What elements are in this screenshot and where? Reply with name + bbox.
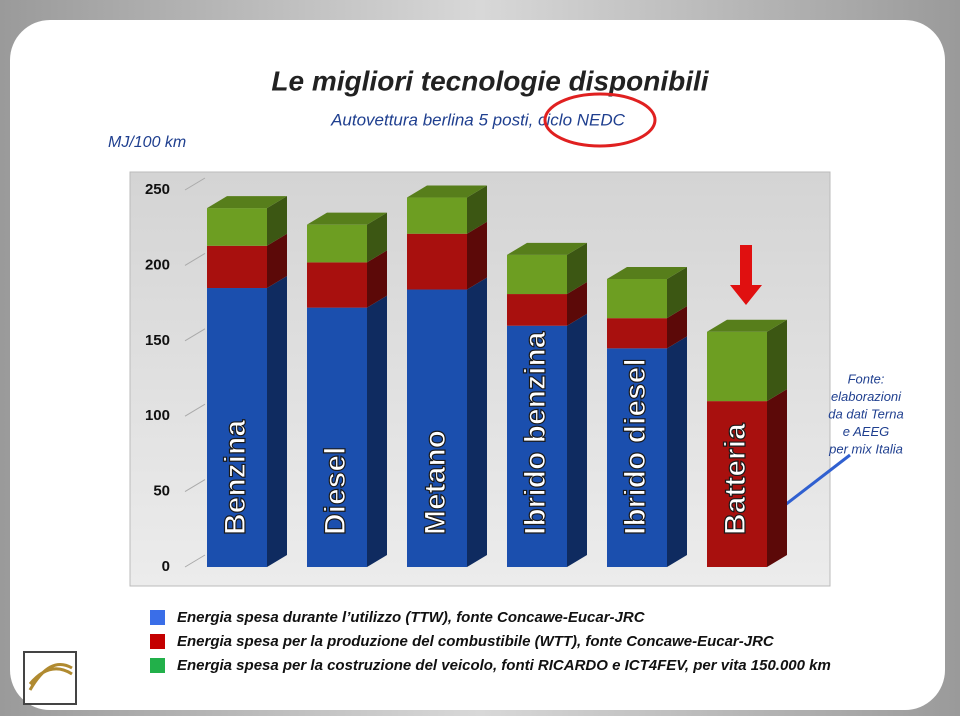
category-label: Ibrido benzina bbox=[519, 331, 552, 535]
bar-segment bbox=[207, 245, 267, 289]
bar-top bbox=[507, 242, 587, 255]
bar-side bbox=[367, 295, 387, 567]
bar-top bbox=[407, 185, 487, 198]
note-line: elaborazioni bbox=[831, 389, 902, 404]
bar-side bbox=[567, 282, 587, 326]
arrow bbox=[730, 245, 762, 305]
bar-segment bbox=[507, 325, 567, 567]
bar-top bbox=[607, 266, 687, 279]
bar-segment bbox=[307, 262, 367, 308]
bar-side bbox=[267, 276, 287, 567]
bar-segment bbox=[607, 318, 667, 349]
bar-segment bbox=[407, 289, 467, 567]
grid-line bbox=[184, 177, 206, 191]
y-tick-label: 150 bbox=[145, 332, 170, 349]
bar-side bbox=[467, 221, 487, 290]
category-label: Metano bbox=[419, 430, 452, 535]
legend-label: Energia spesa durante l’utilizzo (TTW), … bbox=[177, 609, 646, 626]
y-tick-label: 0 bbox=[162, 558, 170, 575]
bar-side bbox=[567, 313, 587, 567]
bar-side bbox=[267, 196, 287, 246]
y-tick-label: 50 bbox=[153, 483, 170, 500]
source-note: Fonte: elaborazioni da dati Terna e AEEG per… bbox=[828, 371, 904, 456]
bar-top bbox=[307, 212, 387, 225]
bar-side bbox=[367, 212, 387, 263]
bar-segment bbox=[507, 294, 567, 326]
category-label: Benzina bbox=[219, 420, 252, 535]
bar-side bbox=[467, 185, 487, 234]
note-line: Fonte: bbox=[848, 371, 885, 386]
bar-side bbox=[667, 336, 687, 567]
logo bbox=[23, 651, 77, 705]
grid-line bbox=[184, 328, 206, 342]
legend-swatch bbox=[150, 610, 165, 625]
bar-side bbox=[467, 277, 487, 567]
bar-side bbox=[767, 389, 787, 567]
chart-title: Le migliori tecnologie disponibili bbox=[271, 65, 709, 96]
grid-line bbox=[184, 403, 206, 417]
bar-side bbox=[567, 242, 587, 295]
legend-swatch bbox=[150, 658, 165, 673]
y-tick-label: 100 bbox=[145, 407, 170, 424]
bar-side bbox=[667, 266, 687, 319]
note-line: e AEEG bbox=[843, 424, 889, 439]
bar-segment bbox=[707, 401, 767, 567]
bar-segment bbox=[407, 197, 467, 234]
bar-segment bbox=[607, 278, 667, 319]
bar-segment bbox=[307, 224, 367, 263]
bar-segment bbox=[207, 288, 267, 567]
legend-swatch bbox=[150, 634, 165, 649]
y-tick-label: 200 bbox=[145, 256, 170, 273]
bar-segment bbox=[207, 208, 267, 246]
bar-segment bbox=[407, 233, 467, 290]
bar-segment bbox=[707, 331, 767, 402]
grid-line bbox=[184, 479, 206, 493]
bar-side bbox=[667, 306, 687, 349]
category-label: Ibrido diesel bbox=[619, 358, 652, 535]
bar-segment bbox=[607, 348, 667, 567]
y-tick-label: 250 bbox=[145, 181, 170, 198]
note-line: per mix Italia bbox=[828, 441, 903, 456]
legend-label: Energia spesa per la costruzione del vei… bbox=[177, 657, 831, 674]
category-label: Diesel bbox=[319, 447, 352, 535]
legend-label: Energia spesa per la produzione del comb… bbox=[177, 633, 775, 650]
bar-top bbox=[207, 196, 287, 209]
note-line: da dati Terna bbox=[828, 406, 903, 421]
grid-line bbox=[184, 252, 206, 266]
grid-line bbox=[184, 554, 206, 568]
bar-top bbox=[707, 319, 787, 332]
bar-side bbox=[767, 319, 787, 402]
category-label: Batteria bbox=[719, 423, 752, 535]
y-axis-label: MJ/100 km bbox=[108, 134, 186, 151]
chart-subtitle: Autovettura berlina 5 posti, ciclo NEDC bbox=[330, 110, 626, 129]
highlight-circle bbox=[543, 92, 657, 148]
bar-segment bbox=[507, 254, 567, 295]
bar-segment bbox=[307, 307, 367, 567]
bar-side bbox=[367, 250, 387, 308]
bar-side bbox=[267, 233, 287, 289]
